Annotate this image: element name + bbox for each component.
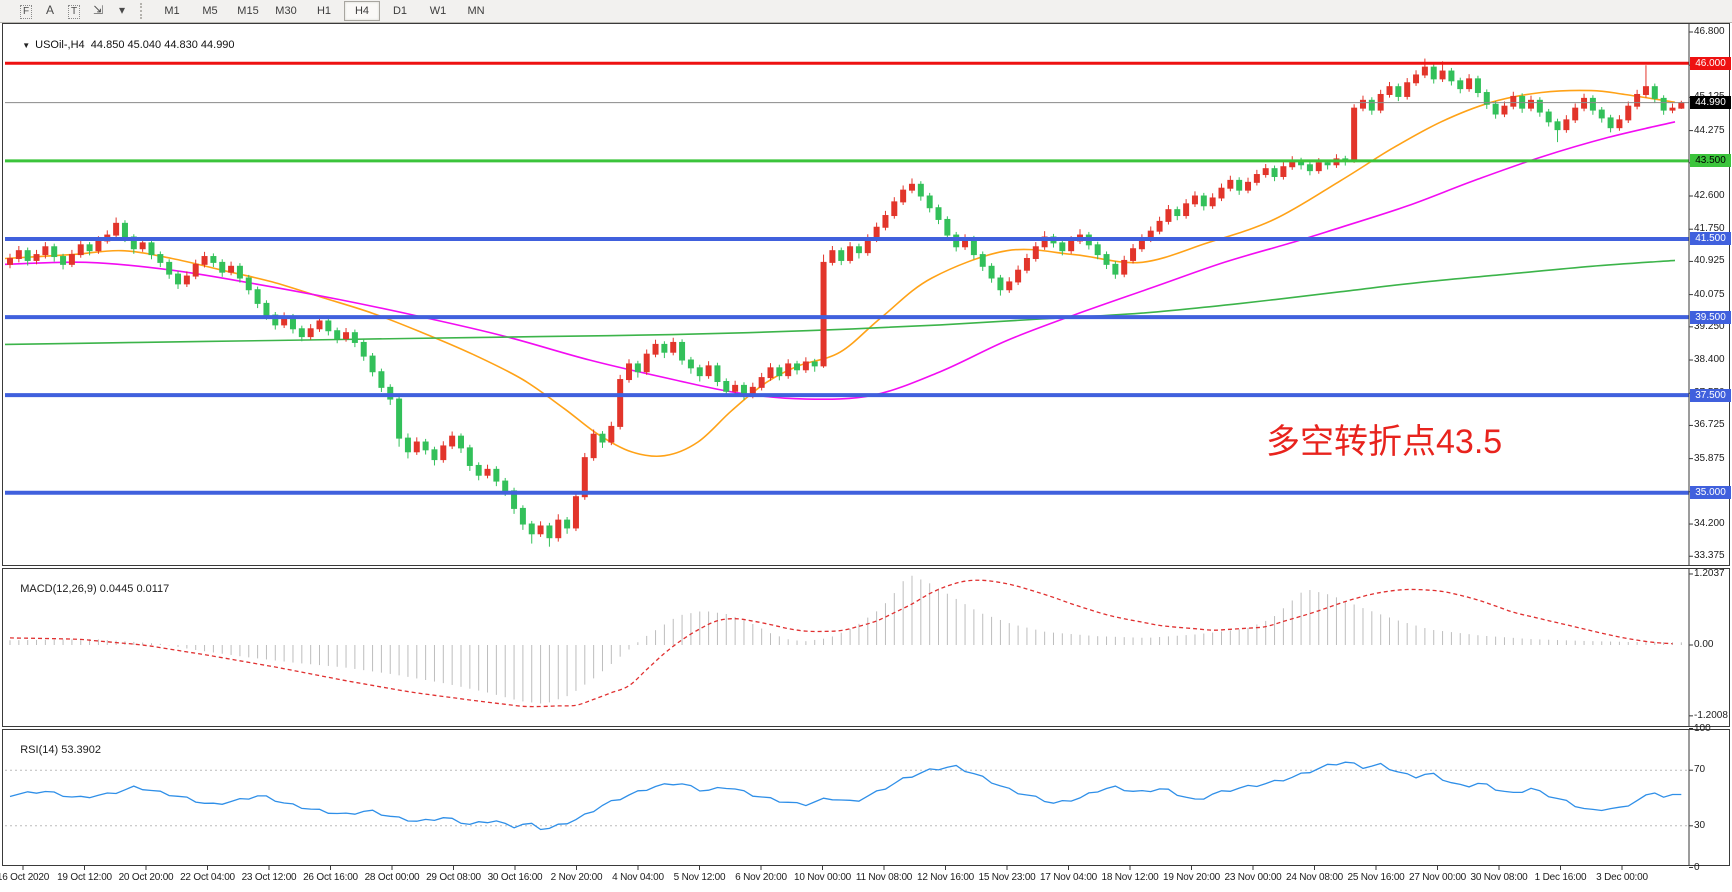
date-label-0: 16 Oct 2020 [0, 872, 50, 883]
tf-button-M30[interactable]: M30 [275, 5, 297, 17]
tf-button-MN[interactable]: MN [467, 5, 485, 17]
date-label-6: 28 Oct 00:00 [364, 872, 420, 883]
rsi-name: RSI(14) [20, 744, 59, 756]
rsi-tick-30: 30 [1694, 820, 1706, 831]
price-tick-33.375: 33.375 [1694, 550, 1725, 561]
price-tick-41.750: 41.750 [1694, 223, 1725, 234]
rsi-tick-100: 100 [1694, 723, 1711, 734]
date-label-11: 5 Nov 12:00 [673, 872, 726, 883]
grid-f-icon[interactable]: F [15, 3, 37, 21]
rsi-tick-0: 0 [1694, 862, 1700, 873]
toolbar-pad [6, 3, 8, 19]
rsi-tick-70: 70 [1694, 764, 1706, 775]
rsi-label: RSI(14) 53.3902 [8, 732, 101, 768]
date-label-16: 15 Nov 23:00 [978, 872, 1036, 883]
date-label-22: 25 Nov 16:00 [1347, 872, 1405, 883]
date-label-24: 30 Nov 08:00 [1470, 872, 1528, 883]
price-tag-43.500: 43.500 [1690, 154, 1731, 167]
date-label-14: 11 Nov 08:00 [855, 872, 913, 883]
price-tick-40.075: 40.075 [1694, 289, 1725, 300]
tf-button-W1[interactable]: W1 [429, 5, 447, 17]
macd-label: MACD(12,26,9) 0.0445 0.0117 [8, 571, 169, 607]
price-tick-36.725: 36.725 [1694, 419, 1725, 430]
price-tick-40.925: 40.925 [1694, 255, 1725, 266]
date-label-1: 19 Oct 12:00 [57, 872, 112, 883]
date-label-17: 17 Nov 04:00 [1039, 872, 1098, 883]
price-tick-34.200: 34.200 [1694, 518, 1725, 529]
tf-button-H4[interactable]: H4 [344, 1, 380, 21]
toolbar: F A T ⇲ ▾ M1 M5 M15 M30 H1 H4 D1 W1 MN [0, 0, 1732, 23]
tf-button-H1[interactable]: H1 [316, 5, 332, 17]
price-tag-35.000: 35.000 [1690, 486, 1731, 499]
date-label-15: 12 Nov 16:00 [916, 872, 975, 883]
price-tag-46.000: 46.000 [1690, 57, 1731, 70]
current-price-tag: 44.990 [1690, 96, 1731, 109]
ohlc-values: 44.850 45.040 44.830 44.990 [90, 39, 235, 51]
toolbar-icons: F A T ⇲ ▾ [14, 1, 134, 21]
chart-title: ▼ USOil-,H4 44.850 45.040 44.830 44.990 [10, 27, 235, 63]
price-tick-35.875: 35.875 [1694, 453, 1725, 464]
date-label-5: 26 Oct 16:00 [303, 872, 358, 883]
date-label-20: 23 Nov 00:00 [1224, 872, 1282, 883]
toolbar-separator [140, 3, 147, 19]
date-label-18: 18 Nov 12:00 [1101, 872, 1159, 883]
timeframe-buttons: M1 M5 M15 M30 H1 H4 D1 W1 MN [153, 1, 495, 21]
tf-button-D1[interactable]: D1 [392, 5, 408, 17]
date-label-10: 4 Nov 04:00 [612, 872, 664, 883]
date-label-21: 24 Nov 08:00 [1285, 872, 1344, 883]
date-label-23: 27 Nov 00:00 [1408, 872, 1467, 883]
time-axis[interactable] [2, 867, 1730, 891]
price-tag-37.500: 37.500 [1690, 389, 1731, 402]
date-label-9: 2 Nov 20:00 [550, 872, 603, 883]
date-label-4: 23 Oct 12:00 [241, 872, 297, 883]
price-tick-42.600: 42.600 [1694, 190, 1725, 201]
symbol-dropdown-icon[interactable]: ▼ [22, 41, 31, 50]
macd-tick-0.00: 0.00 [1694, 639, 1714, 650]
tf-button-M15[interactable]: M15 [237, 5, 259, 17]
macd-panel[interactable] [2, 568, 1730, 727]
date-label-26: 3 Dec 00:00 [1596, 872, 1648, 883]
symbol-period-label: USOil-,H4 [35, 39, 85, 51]
cursor-tool-icon[interactable]: ⇲ [92, 3, 104, 17]
price-tick-46.800: 46.800 [1694, 26, 1725, 37]
date-label-19: 19 Nov 20:00 [1162, 872, 1221, 883]
date-label-3: 22 Oct 04:00 [180, 872, 235, 883]
rsi-value: 53.3902 [61, 744, 101, 756]
tf-button-M1[interactable]: M1 [164, 5, 180, 17]
textbox-t-icon[interactable]: T [63, 3, 85, 21]
date-label-8: 30 Oct 16:00 [487, 872, 543, 883]
price-tick-44.275: 44.275 [1694, 125, 1725, 136]
rsi-panel[interactable] [2, 729, 1730, 866]
date-label-7: 29 Oct 08:00 [426, 872, 481, 883]
text-label-a-icon[interactable]: A [45, 3, 54, 17]
macd-tick--1.2008: -1.2008 [1694, 710, 1728, 721]
macd-main-value: 0.0445 [99, 583, 134, 595]
price-tick-38.400: 38.400 [1694, 354, 1725, 365]
price-tag-39.500: 39.500 [1690, 311, 1731, 324]
date-label-13: 10 Nov 00:00 [793, 872, 852, 883]
price-tick-39.250: 39.250 [1694, 321, 1725, 332]
macd-name: MACD(12,26,9) [20, 583, 97, 595]
date-label-25: 1 Dec 16:00 [1534, 872, 1587, 883]
price-tag-41.500: 41.500 [1690, 232, 1731, 245]
tf-button-M5[interactable]: M5 [202, 5, 218, 17]
macd-signal-value: 0.0117 [136, 583, 170, 595]
dropdown-caret-icon[interactable]: ▾ [118, 3, 126, 17]
turning-point-annotation: 多空转折点43.5 [1266, 423, 1503, 461]
date-label-12: 6 Nov 20:00 [735, 872, 787, 883]
macd-tick-1.2037: 1.2037 [1694, 568, 1725, 579]
date-label-2: 20 Oct 20:00 [118, 872, 174, 883]
main-chart-panel[interactable] [2, 23, 1730, 566]
